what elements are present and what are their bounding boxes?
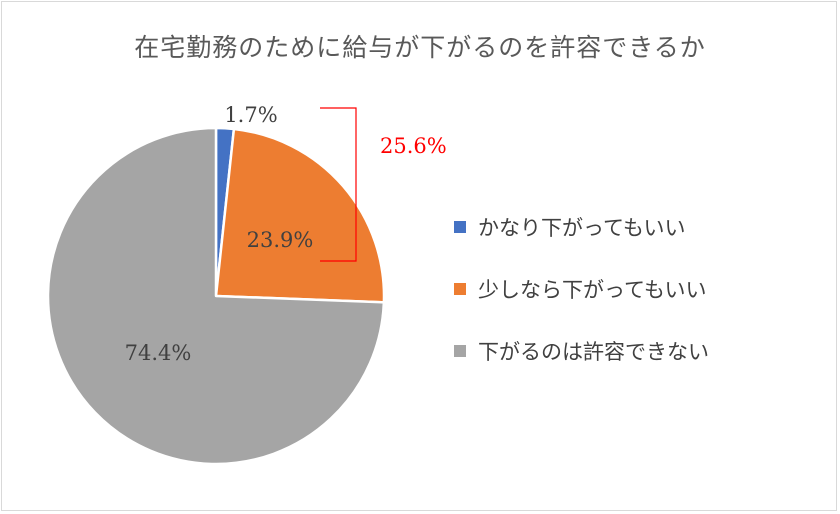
data-label-2: 74.4% [125, 341, 192, 365]
legend-item-1: 少しなら下がってもいい [454, 258, 709, 320]
legend-swatch-0 [454, 221, 466, 233]
legend-swatch-1 [454, 283, 466, 295]
legend: かなり下がってもいい 少しなら下がってもいい 下がるのは許容できない [454, 196, 709, 382]
legend-swatch-2 [454, 345, 466, 357]
data-label-1: 23.9% [247, 228, 314, 252]
legend-label-2: 下がるのは許容できない [478, 340, 709, 364]
legend-item-0: かなり下がってもいい [454, 196, 709, 258]
pie-slice-1 [214, 127, 386, 304]
pie-slices [46, 126, 386, 466]
legend-label-0: かなり下がってもいい [478, 216, 686, 240]
pie-slice-2 [46, 126, 386, 466]
data-label-0: 1.7% [224, 103, 277, 127]
annotation-total: 25.6% [380, 134, 447, 158]
pie-labels: 1.7% 23.9% 74.4% [125, 103, 314, 365]
legend-label-1: 少しなら下がってもいい [478, 278, 707, 302]
annotation-bracket [320, 107, 357, 262]
legend-item-2: 下がるのは許容できない [454, 320, 709, 382]
chart-title: 在宅勤務のために給与が下がるのを許容できるか [134, 33, 706, 62]
